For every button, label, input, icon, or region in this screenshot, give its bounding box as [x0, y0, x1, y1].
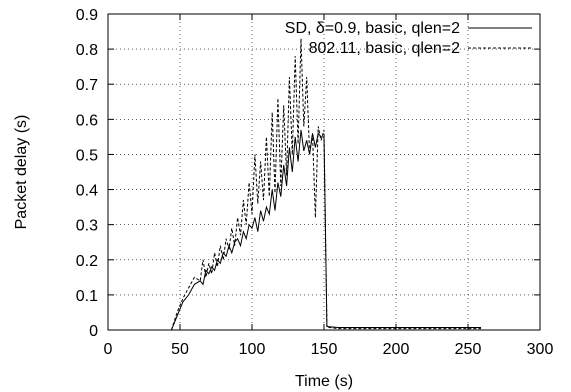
y-tick-label: 0 [89, 323, 98, 340]
series-line-1 [170, 38, 481, 331]
x-tick-label: 200 [383, 341, 410, 358]
x-axis-label: Time (s) [295, 373, 353, 390]
legend-entry-label: SD, δ=0.9, basic, qlen=2 [285, 20, 460, 37]
y-tick-label: 0.8 [76, 42, 98, 59]
y-tick-label: 0.2 [76, 253, 98, 270]
grid-layer [108, 14, 540, 330]
axis-layer: 0 50 100 150 200 250 300 0 0.1 0.2 0.3 0.4 0.5 0.6 0.7… [76, 7, 554, 358]
x-tick-label: 0 [104, 341, 113, 358]
series-layer [170, 38, 481, 331]
x-tick-label: 300 [527, 341, 554, 358]
x-tick-label: 100 [239, 341, 266, 358]
x-tick-label: 250 [455, 341, 482, 358]
y-tick-label: 0.4 [76, 183, 98, 200]
x-tick-label: 150 [311, 341, 338, 358]
x-tick-label: 50 [171, 341, 189, 358]
y-tick-label: 0.7 [76, 77, 98, 94]
y-tick-label: 0.3 [76, 218, 98, 235]
y-axis-label: Packet delay (s) [13, 115, 30, 230]
y-tick-label: 0.1 [76, 288, 98, 305]
y-tick-label: 0.5 [76, 147, 98, 164]
y-tick-label: 0.6 [76, 112, 98, 129]
legend-entry-label: 802.11, basic, qlen=2 [309, 40, 460, 57]
y-tick-label: 0.9 [76, 7, 98, 24]
legend: SD, δ=0.9, basic, qlen=2 802.11, basic, q… [285, 20, 532, 57]
